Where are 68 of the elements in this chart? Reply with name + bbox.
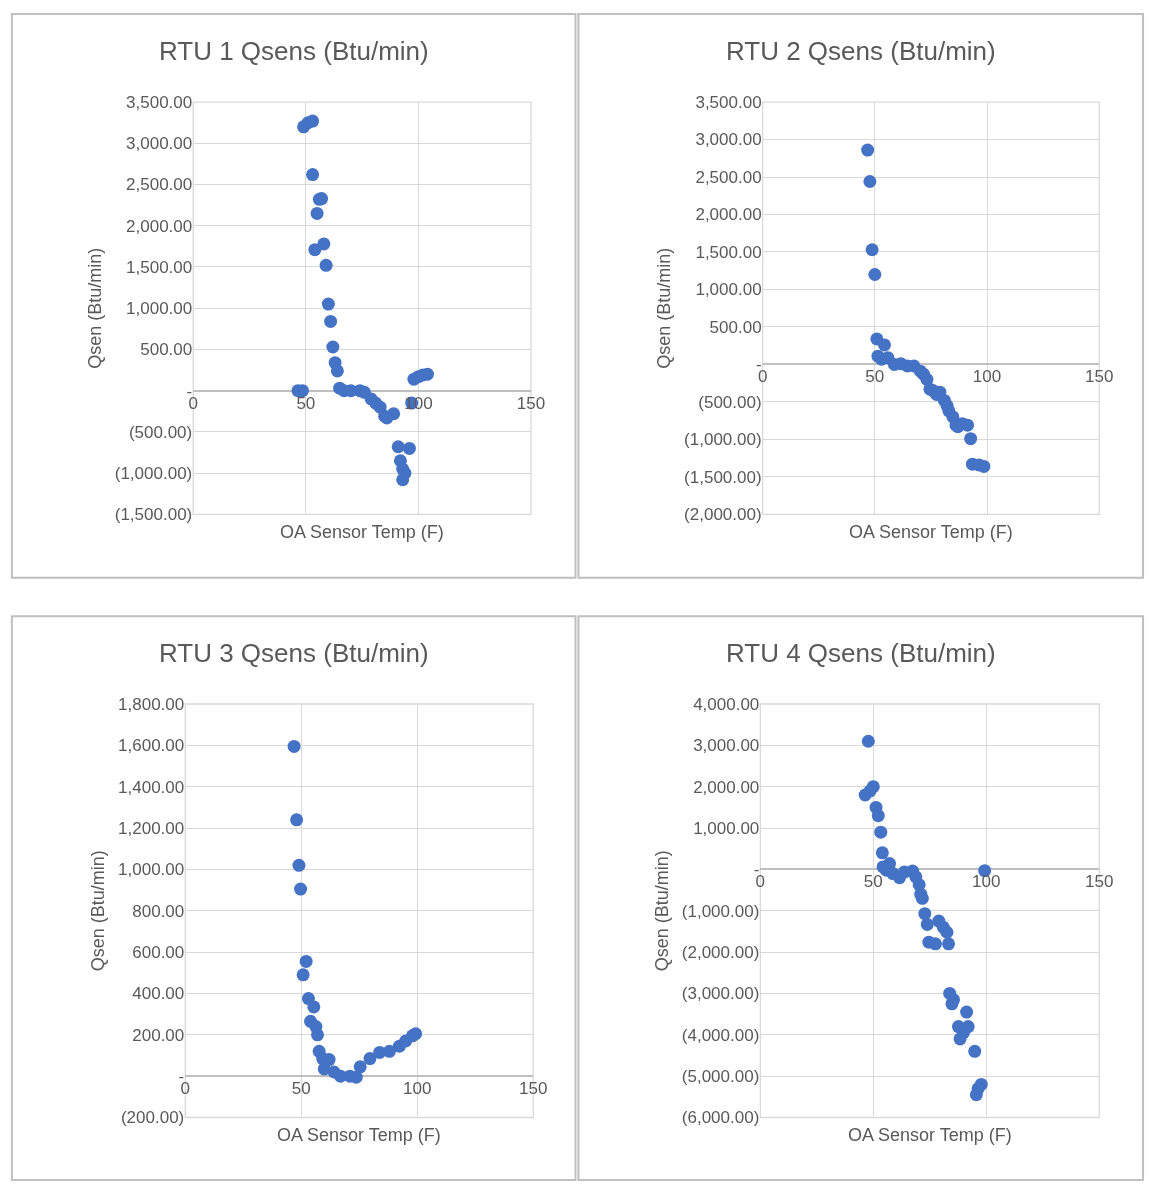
y-tick-label: 600.00 (132, 943, 185, 963)
x-tick-label: 100 (972, 872, 1001, 892)
y-tick-label: (500.00) (698, 392, 762, 412)
y-tick-label: (6,000.00) (681, 1108, 760, 1128)
x-axis-title: OA Sensor Temp (F) (277, 1125, 441, 1145)
x-tick-label: 150 (1085, 872, 1114, 892)
x-tick-label: 50 (296, 393, 316, 413)
x-tick-label: 150 (516, 393, 546, 413)
x-tick-label: 150 (519, 1079, 548, 1099)
y-tick-label: 2,000.00 (693, 777, 760, 797)
y-tick-label: 1,000.00 (695, 280, 762, 300)
y-tick-label: 2,500.00 (126, 175, 193, 195)
y-tick-label: 1,500.00 (126, 257, 193, 277)
y-axis-title: Qsen (Btu/min) (88, 850, 109, 972)
chart-title: RTU 1 Qsens (Btu/min) (159, 36, 429, 66)
y-tick-label: 3,500.00 (126, 93, 193, 113)
x-tick-label: 0 (757, 367, 768, 387)
y-tick-label: (4,000.00) (681, 1025, 760, 1045)
chart-title: RTU 4 Qsens (Btu/min) (726, 638, 996, 668)
y-tick-label: 4,000.00 (693, 694, 760, 714)
x-axis-title: OA Sensor Temp (F) (280, 522, 444, 542)
y-tick-label: 500.00 (140, 340, 193, 360)
x-tick-label: 150 (1085, 367, 1114, 387)
y-tick-label: 500.00 (709, 317, 762, 337)
y-tick-label: 1,800.00 (118, 694, 185, 714)
x-tick-label: 100 (403, 1079, 432, 1099)
y-tick-label: (5,000.00) (681, 1067, 760, 1087)
y-tick-label: 1,000.00 (118, 860, 185, 880)
y-tick-label: 1,200.00 (118, 819, 185, 839)
y-tick-label: (3,000.00) (681, 984, 760, 1004)
y-tick-label: 2,000.00 (695, 205, 762, 225)
y-tick-label: 2,500.00 (695, 167, 762, 187)
y-tick-label: 1,500.00 (695, 242, 762, 262)
y-tick-label: 3,000.00 (693, 736, 760, 756)
y-tick-label: (1,500.00) (684, 467, 762, 487)
y-tick-label: (2,000.00) (684, 505, 762, 525)
x-tick-label: 0 (180, 1079, 191, 1099)
x-tick-label: 0 (188, 393, 198, 413)
y-axis-title: Qsen (Btu/min) (652, 850, 673, 972)
y-tick-label: 800.00 (132, 901, 185, 921)
y-tick-label: (500.00) (128, 422, 193, 442)
y-tick-label: (2,000.00) (681, 943, 760, 963)
y-tick-label: 400.00 (132, 984, 185, 1004)
y-tick-label: (1,000.00) (684, 430, 762, 450)
y-tick-label: 3,000.00 (695, 130, 762, 150)
y-tick-label: 200.00 (132, 1025, 185, 1045)
y-tick-label: 3,000.00 (126, 134, 193, 154)
y-tick-label: 1,400.00 (118, 777, 185, 797)
x-tick-label: 0 (755, 872, 766, 892)
y-axis-title: Qsen (Btu/min) (654, 247, 675, 369)
y-tick-label: (200.00) (120, 1108, 185, 1128)
y-tick-label: 2,000.00 (126, 216, 193, 236)
x-tick-label: 50 (291, 1079, 311, 1099)
chart-title: RTU 2 Qsens (Btu/min) (726, 36, 996, 66)
x-tick-label: 100 (972, 367, 1002, 387)
x-axis-title: OA Sensor Temp (F) (848, 1125, 1012, 1145)
x-axis-title: OA Sensor Temp (F) (849, 522, 1013, 542)
y-tick-label: (1,500.00) (114, 505, 193, 525)
y-tick-label: (1,000.00) (114, 464, 193, 484)
y-tick-label: 1,600.00 (118, 736, 185, 756)
x-tick-label: 50 (865, 367, 885, 387)
x-tick-label: 50 (863, 872, 883, 892)
y-axis-title: Qsen (Btu/min) (84, 247, 105, 369)
chart-title: RTU 3 Qsens (Btu/min) (159, 638, 429, 668)
y-tick-label: 1,000.00 (126, 299, 193, 319)
y-tick-label: 1,000.00 (693, 819, 760, 839)
y-tick-label: (1,000.00) (681, 901, 760, 921)
y-tick-label: 3,500.00 (695, 93, 762, 113)
